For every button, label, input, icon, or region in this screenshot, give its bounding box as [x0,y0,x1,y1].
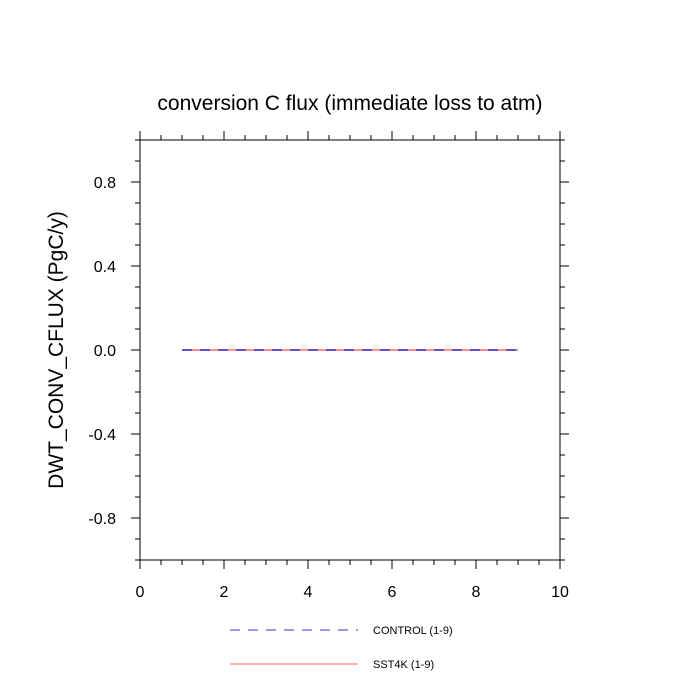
axis-ticks [131,131,569,569]
chart-title: conversion C flux (immediate loss to atm… [157,92,542,115]
y-tick-label: 0.8 [94,175,116,192]
x-tick-label: 0 [136,584,145,601]
legend-label-0: CONTROL (1-9) [373,625,453,637]
y-tick-label: -0.8 [88,511,116,528]
legend: CONTROL (1-9) SST4K (1-9) [230,625,453,671]
x-tick-label: 8 [472,584,481,601]
y-tick-label: -0.4 [88,427,116,444]
y-tick-label: 0.0 [94,343,116,360]
y-axis-label: DWT_CONV_CFLUX (PgC/y) [45,211,68,489]
legend-label-1: SST4K (1-9) [373,659,434,671]
y-tick-label: 0.4 [94,259,116,276]
x-tick-label: 2 [220,584,229,601]
x-tick-label: 4 [304,584,313,601]
x-tick-label: 6 [388,584,397,601]
axis-tick-labels: 0 2 4 6 8 10 -0.8 -0.4 0.0 0.4 0.8 [88,175,569,601]
x-tick-label: 10 [551,584,569,601]
